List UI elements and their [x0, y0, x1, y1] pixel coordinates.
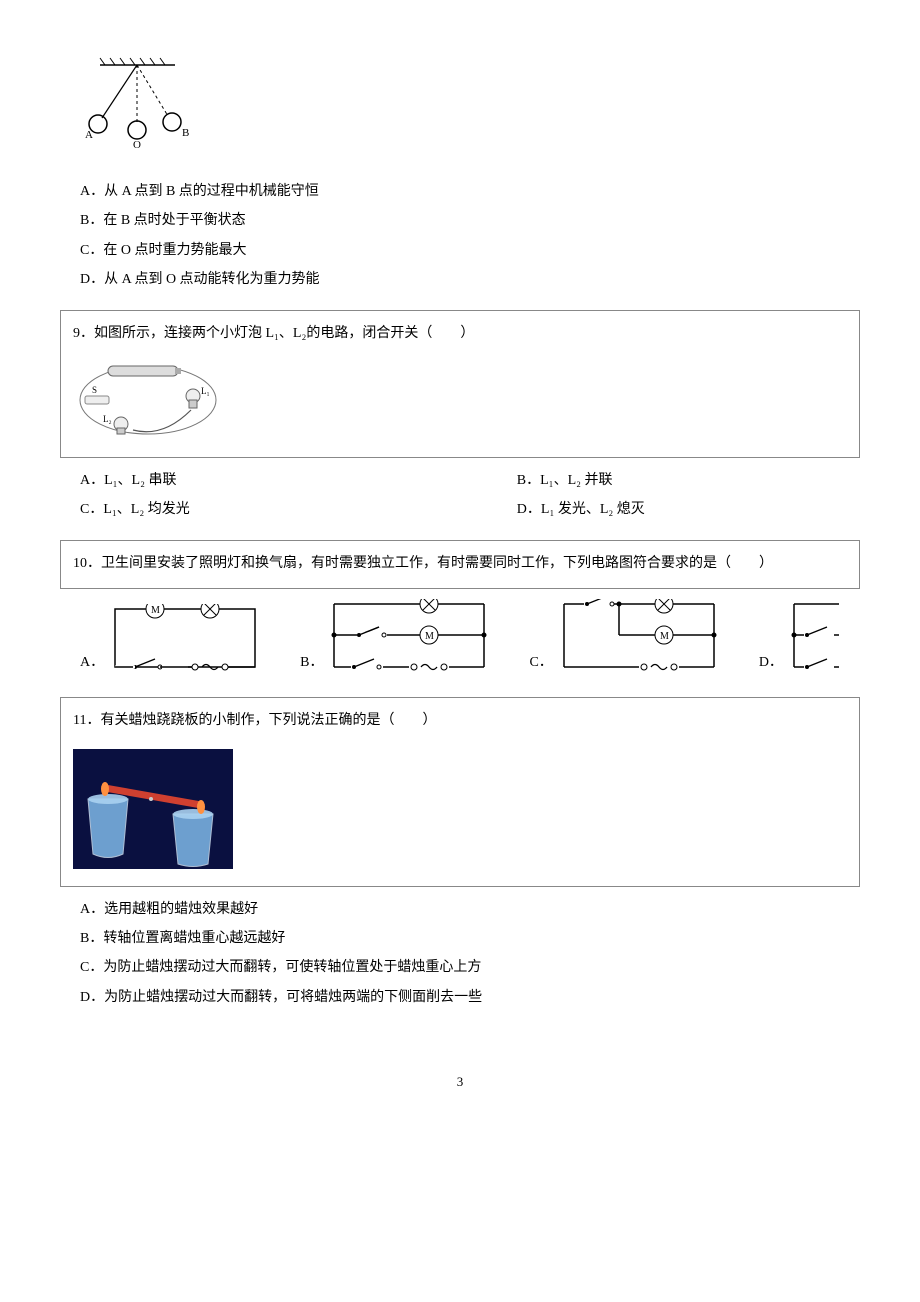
label-O: O — [133, 139, 141, 150]
label-A: A — [85, 129, 93, 141]
label-B: B — [182, 127, 189, 139]
pendulum-option-d: D．从 A 点到 O 点动能转化为重力势能 — [80, 267, 860, 292]
q9-option-a: A．L₁、L₂ 串联 — [80, 468, 517, 493]
q10-label-b: B． — [300, 650, 323, 679]
q10-label-d: D． — [759, 650, 783, 679]
question-11-text: 11．有关蜡烛跷跷板的小制作，下列说法正确的是（ ） — [73, 706, 847, 737]
q11-option-a: A．选用越粗的蜡烛效果越好 — [80, 897, 860, 922]
svg-text:S: S — [92, 385, 97, 395]
svg-text:L₂: L₂ — [103, 414, 112, 424]
svg-text:M: M — [660, 631, 669, 642]
q11-candle-seesaw — [73, 749, 233, 869]
q9-option-b: B．L₁、L₂ 并联 — [517, 468, 860, 493]
q10-options-row: A． M B． — [80, 599, 860, 679]
question-9-text: 9．如图所示，连接两个小灯泡 L₁、L₂的电路，闭合开关（ ） — [73, 319, 847, 350]
q9-option-c: C．L₁、L₂ 均发光 — [80, 497, 517, 522]
question-9-box: 9．如图所示，连接两个小灯泡 L₁、L₂的电路，闭合开关（ ） S L₁ L₂ — [60, 310, 860, 458]
q10-label-c: C． — [529, 650, 552, 679]
q10-circuit-c: M — [559, 599, 719, 679]
question-10-text: 10．卫生间里安装了照明灯和换气扇，有时需要独立工作，有时需要同时工作，下列电路… — [73, 549, 847, 580]
q10-label-a: A． — [80, 650, 104, 679]
question-10-box: 10．卫生间里安装了照明灯和换气扇，有时需要独立工作，有时需要同时工作，下列电路… — [60, 540, 860, 589]
page-number: 3 — [60, 1070, 860, 1093]
q10-circuit-a: M — [110, 604, 260, 679]
svg-text:L₁: L₁ — [201, 386, 210, 396]
pendulum-option-a: A．从 A 点到 B 点的过程中机械能守恒 — [80, 179, 860, 204]
q10-circuit-d-partial — [789, 599, 839, 679]
question-11-box: 11．有关蜡烛跷跷板的小制作，下列说法正确的是（ ） — [60, 697, 860, 887]
pendulum-option-b: B．在 B 点时处于平衡状态 — [80, 208, 860, 233]
q9-option-d: D．L₁ 发光、L₂ 熄灭 — [517, 497, 860, 522]
svg-text:M: M — [151, 605, 160, 616]
q9-circuit-diagram: S L₁ L₂ — [73, 360, 223, 440]
q11-option-c: C．为防止蜡烛摆动过大而翻转，可使转轴位置处于蜡烛重心上方 — [80, 955, 860, 980]
pendulum-option-c: C．在 O 点时重力势能最大 — [80, 238, 860, 263]
pendulum-figure: A O B — [80, 50, 860, 159]
svg-text:M: M — [425, 631, 434, 642]
q11-option-d: D．为防止蜡烛摆动过大而翻转，可将蜡烛两端的下侧面削去一些 — [80, 985, 860, 1010]
q11-option-b: B．转轴位置离蜡烛重心越远越好 — [80, 926, 860, 951]
q10-circuit-b: M — [329, 599, 489, 679]
